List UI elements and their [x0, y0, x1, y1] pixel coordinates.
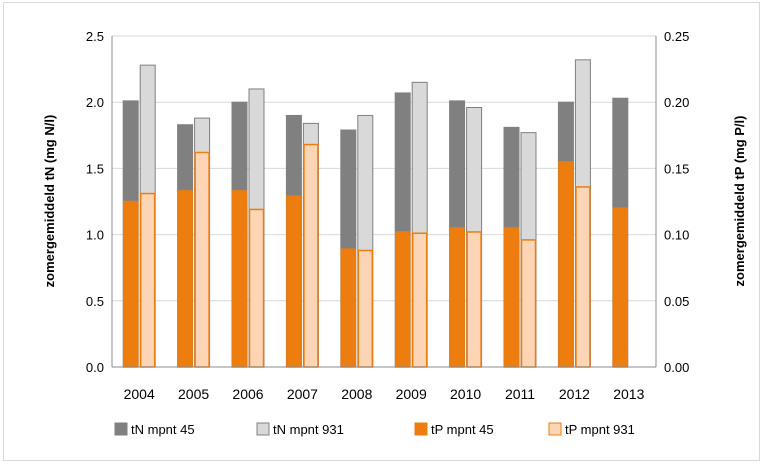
x-tick-label: 2007: [287, 386, 318, 402]
legend-swatch: [256, 422, 270, 436]
x-tick-label: 2012: [559, 386, 590, 402]
left-tick-label: 0.5: [86, 294, 104, 309]
bar-tp-mpnt-931: [303, 143, 319, 368]
left-tick-label: 1.0: [86, 228, 104, 243]
left-axis-title: zomergemiddeld tN (mg N/l): [42, 115, 57, 288]
left-tick-label: 1.5: [86, 161, 104, 176]
legend-swatch: [548, 422, 562, 436]
x-tick-label: 2004: [124, 386, 155, 402]
bar-tp-mpnt-45: [612, 207, 629, 368]
bars: [122, 59, 629, 368]
bar-tp-mpnt-45: [340, 248, 357, 368]
x-tick-label: 2009: [396, 386, 427, 402]
x-tick-label: 2008: [341, 386, 372, 402]
x-tick-label: 2010: [450, 386, 481, 402]
left-tick-label: 2.0: [86, 95, 104, 110]
x-tick-label: 2013: [613, 386, 644, 402]
right-tick-label: 0.10: [664, 228, 689, 243]
bar-tp-mpnt-45: [286, 195, 302, 368]
right-tick-label: 0.00: [664, 360, 689, 375]
legend-swatch: [114, 422, 128, 436]
right-tick-label: 0.05: [664, 294, 689, 309]
right-axis-title: zomergemiddeld tP (mg P/l): [732, 116, 747, 287]
bar-tp-mpnt-931: [357, 249, 374, 368]
x-tick-label: 2006: [232, 386, 263, 402]
bar-tp-mpnt-45: [558, 161, 574, 368]
legend-label: tP mpnt 931: [565, 422, 635, 437]
bar-tp-mpnt-931: [520, 239, 537, 368]
legend-label: tN mpnt 931: [273, 422, 344, 437]
right-tick-label: 0.25: [664, 29, 689, 44]
right-tick-label: 0.20: [664, 95, 689, 110]
left-tick-label: 0.0: [86, 360, 104, 375]
gridlines: [112, 35, 656, 368]
chart: 0.0 0.5 1.0 1.5 2.0 2.5 0.00 0.05 0.10 0.15 0.20 0.…: [42, 29, 747, 437]
bar-tp-mpnt-45: [177, 190, 193, 368]
bar-tp-mpnt-45: [503, 227, 520, 368]
x-tick-label: 2005: [178, 386, 209, 402]
left-tick-label: 2.5: [86, 29, 104, 44]
bar-tp-mpnt-931: [248, 208, 265, 368]
chart-frame: 0.0 0.5 1.0 1.5 2.0 2.5 0.00 0.05 0.10 0.15 0.20 0.…: [3, 2, 760, 461]
bar-tp-mpnt-45: [231, 190, 248, 368]
bar-tp-mpnt-931: [194, 151, 210, 368]
bar-tp-mpnt-931: [575, 186, 591, 368]
legend-label: tN mpnt 45: [131, 422, 195, 437]
legend-label: tP mpnt 45: [431, 422, 494, 437]
bar-tp-mpnt-931: [411, 232, 428, 368]
axes: 0.0 0.5 1.0 1.5 2.0 2.5 0.00 0.05 0.10 0.15 0.20 0.…: [86, 29, 689, 402]
bar-tp-mpnt-45: [122, 200, 139, 368]
legend-swatch: [414, 422, 428, 436]
bar-tp-mpnt-931: [139, 192, 156, 368]
bar-tp-mpnt-931: [466, 231, 482, 368]
right-tick-label: 0.15: [664, 161, 689, 176]
bar-tp-mpnt-45: [394, 231, 411, 368]
bar-tp-mpnt-45: [449, 227, 465, 368]
legend: tN mpnt 45 tN mpnt 931 tP mpnt 45 tP mpnt 9…: [114, 422, 635, 437]
x-tick-label: 2011: [505, 386, 535, 402]
